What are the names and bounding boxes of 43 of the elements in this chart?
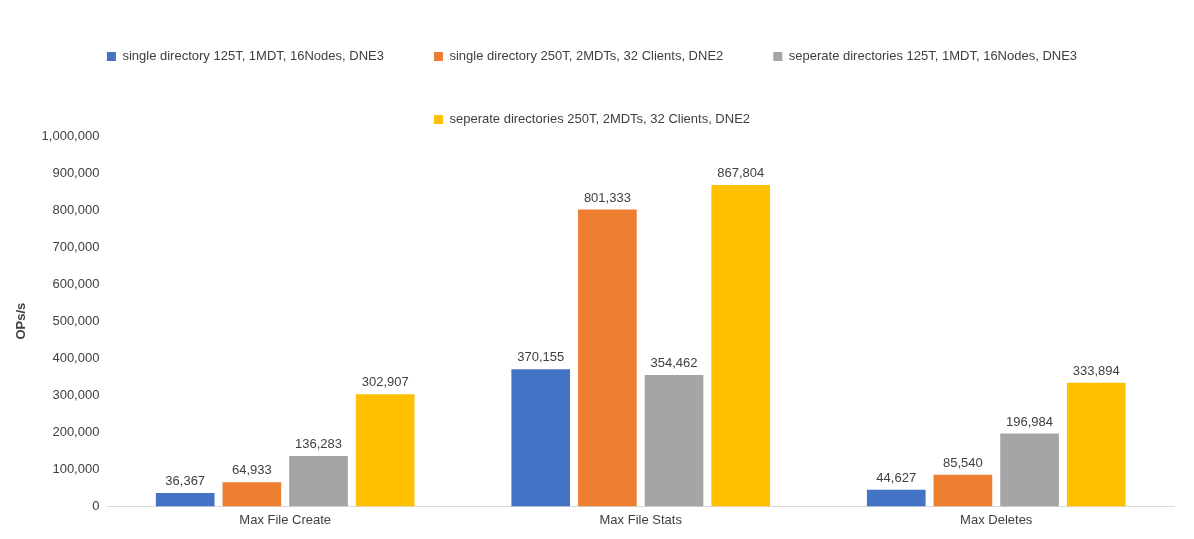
legend-label: single directory 125T, 1MDT, 16Nodes, DNE3 bbox=[122, 48, 384, 64]
bar bbox=[155, 492, 215, 507]
legend-label: single directory 250T, 2MDTs, 32 Clients, DNE2 bbox=[449, 48, 724, 64]
y-tick-label: 900,000 bbox=[52, 164, 100, 180]
x-tick-label: Max Deletes bbox=[960, 511, 1033, 527]
bar bbox=[866, 489, 926, 507]
y-tick-label: 800,000 bbox=[52, 201, 100, 217]
y-tick-label: 700,000 bbox=[52, 238, 100, 254]
legend-label: seperate directories 125T, 1MDT, 16Nodes, DNE3 bbox=[788, 48, 1078, 64]
data-label: 333,894 bbox=[1072, 362, 1120, 378]
bar bbox=[1066, 382, 1126, 507]
y-tick-label: 0 bbox=[92, 497, 100, 513]
data-label: 370,155 bbox=[517, 349, 565, 365]
data-label: 85,540 bbox=[943, 454, 983, 470]
y-tick-label: 100,000 bbox=[52, 460, 100, 476]
y-tick-label: 200,000 bbox=[52, 423, 100, 439]
bar bbox=[644, 375, 704, 507]
bar bbox=[578, 209, 637, 507]
bar bbox=[222, 482, 282, 507]
data-label: 196,984 bbox=[1006, 413, 1054, 429]
y-tick-label: 500,000 bbox=[52, 312, 100, 328]
data-label: 302,907 bbox=[361, 374, 409, 390]
bar bbox=[355, 394, 415, 507]
x-tick-label: Max File Create bbox=[239, 511, 332, 527]
y-tick-label: 600,000 bbox=[52, 275, 100, 291]
data-label: 36,367 bbox=[165, 473, 206, 489]
data-label: 801,333 bbox=[583, 189, 631, 205]
bar bbox=[511, 369, 571, 507]
data-label: 44,627 bbox=[876, 469, 917, 485]
data-label: 64,933 bbox=[231, 462, 272, 478]
bar bbox=[711, 184, 771, 507]
y-axis-title: OPs/s bbox=[13, 302, 29, 340]
data-label: 867,804 bbox=[717, 165, 765, 181]
bar bbox=[1000, 433, 1059, 507]
y-tick-label: 1,000,000 bbox=[41, 127, 100, 143]
x-tick-label: Max File Stats bbox=[599, 511, 683, 527]
data-label: 354,462 bbox=[650, 355, 698, 371]
legend-label: seperate directories 250T, 2MDTs, 32 Clients, DNE2 bbox=[449, 111, 751, 127]
y-tick-label: 300,000 bbox=[52, 386, 100, 402]
data-label: 136,283 bbox=[295, 436, 343, 451]
bar bbox=[933, 474, 993, 507]
y-tick-label: 400,000 bbox=[52, 349, 100, 365]
bar bbox=[289, 455, 348, 507]
